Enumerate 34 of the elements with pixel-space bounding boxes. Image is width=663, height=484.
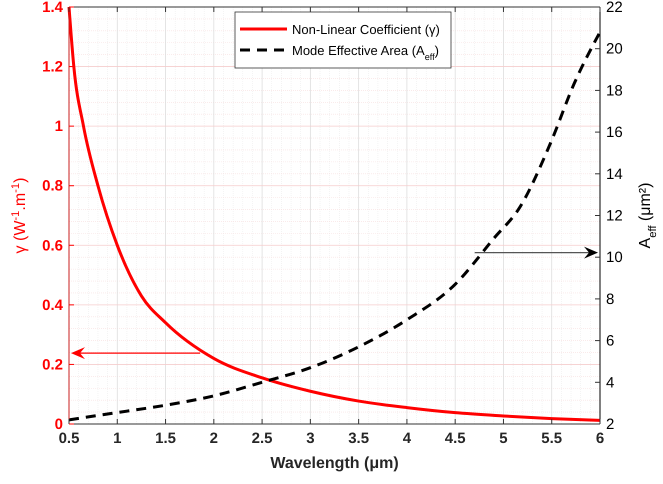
x-tick-label: 3.5 (348, 430, 370, 447)
y-tick-label: 1.2 (42, 58, 63, 76)
x-tick-label: 4 (402, 430, 412, 447)
x-tick-label: 2 (210, 430, 218, 447)
y-tick-label: 0.4 (42, 296, 64, 314)
y-tick-label: 0.8 (42, 178, 63, 195)
x-tick-label: 0.5 (58, 430, 80, 447)
y-tick-label: 0.6 (42, 237, 63, 254)
legend-label: Non-Linear Coefficient (γ) (292, 22, 440, 37)
y2-tick-label: 10 (606, 249, 623, 266)
y-tick-label: 0.2 (42, 356, 63, 374)
y-tick-label: 0 (54, 416, 63, 433)
y2-tick-label: 6 (606, 332, 614, 350)
y2-tick-label: 20 (606, 40, 623, 58)
y2-tick-label: 18 (606, 82, 623, 100)
x-tick-label: 5 (499, 430, 508, 447)
x-axis-title: Wavelength (μm) (270, 455, 399, 472)
legend-label: Mode Effective Area (A$_{eff}$) (292, 43, 440, 62)
y2-tick-label: 22 (606, 0, 623, 16)
y2-tick-label: 2 (606, 416, 614, 433)
x-tick-label: 1.5 (155, 430, 176, 447)
x-tick-label: 2.5 (252, 430, 273, 447)
x-tick-label: 3 (306, 430, 315, 447)
y-tick-label: 1.4 (42, 0, 64, 16)
x-tick-label: 1 (113, 430, 122, 447)
y2-tick-label: 12 (606, 208, 623, 224)
x-tick-label: 6 (596, 430, 604, 447)
y2-tick-label: 16 (606, 124, 623, 142)
y-tick-label: 1 (54, 118, 63, 136)
y2-tick-label: 8 (606, 290, 614, 308)
y2-tick-label: 4 (606, 374, 614, 392)
y2-tick-label: 14 (606, 166, 623, 183)
x-tick-label: 4.5 (444, 430, 466, 447)
x-tick-label: 5.5 (541, 430, 562, 447)
